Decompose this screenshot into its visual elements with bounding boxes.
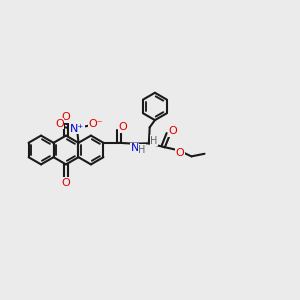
- Text: O: O: [61, 178, 70, 188]
- Text: N: N: [130, 143, 139, 154]
- Text: O⁻: O⁻: [89, 119, 103, 129]
- Text: O: O: [176, 148, 184, 158]
- Text: N⁺: N⁺: [70, 124, 84, 134]
- Text: O: O: [61, 112, 70, 122]
- Text: O: O: [55, 119, 64, 129]
- Text: H: H: [150, 136, 158, 146]
- Text: O: O: [119, 122, 128, 132]
- Text: O: O: [168, 126, 177, 136]
- Text: H: H: [138, 145, 146, 155]
